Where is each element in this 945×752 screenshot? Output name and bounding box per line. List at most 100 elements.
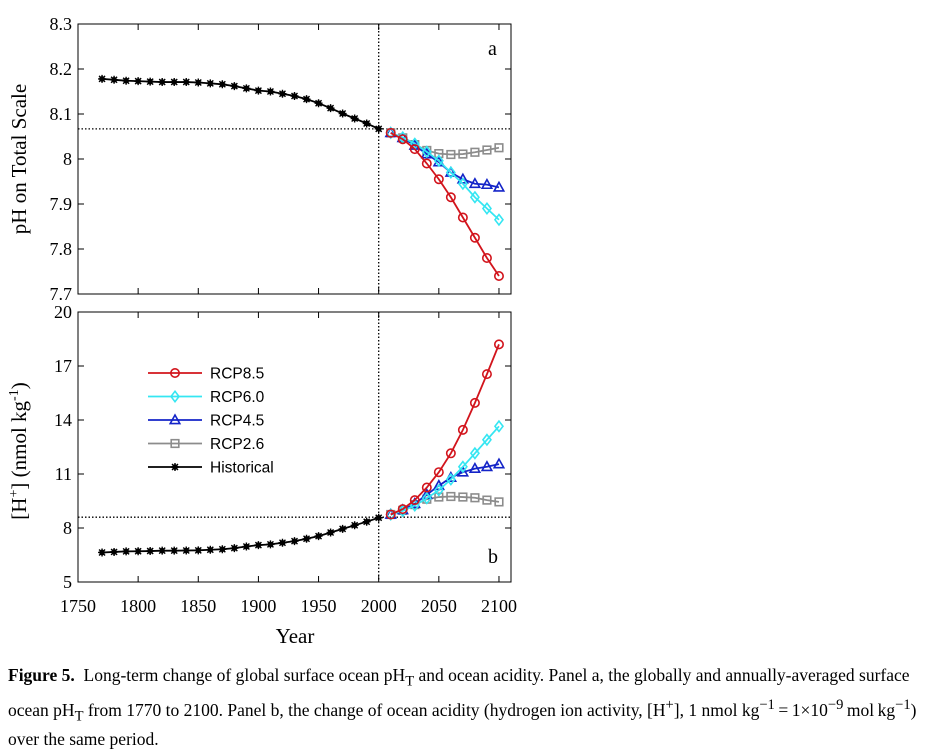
data-point-rcp6-0 [385, 126, 396, 140]
caption-text-1: Long-term change of global surface ocean… [83, 665, 406, 685]
data-point-rcp4-5 [492, 457, 506, 469]
legend: RCP8.5 RCP6.0 RCP4.5 RCP2.6 Historical [148, 366, 274, 477]
x-axis-label: Year [276, 624, 315, 648]
data-point-rcp6-0 [493, 213, 504, 227]
data-point-historical [266, 540, 275, 549]
data-point-rcp8-5 [421, 158, 432, 169]
data-point-rcp6-0 [481, 433, 492, 447]
x-tick-label: 1900 [240, 596, 276, 616]
data-point-rcp8-5 [409, 144, 420, 155]
y-tick-label: 20 [54, 302, 72, 322]
panel-a-y-label: pH on Total Scale [7, 84, 31, 234]
data-point-rcp8-5 [445, 448, 456, 459]
data-point-rcp4-5 [492, 180, 506, 192]
series-line-rcp6-0 [390, 132, 500, 221]
panel-a-letter: a [488, 38, 497, 60]
legend-label-rcp2-6: RCP2.6 [210, 436, 264, 453]
panel-a: 7.7 7.8 7.9 8 8.1 8.2 8.3 a pH on Total Scale [7, 14, 512, 304]
panel-a-reference-lines [78, 24, 511, 294]
data-point-historical [134, 77, 143, 86]
y-tick-label: 5 [63, 572, 72, 592]
data-point-rcp4-5 [444, 165, 458, 177]
data-point-historical [194, 546, 203, 555]
data-point-historical [290, 92, 299, 100]
panel-b-y-ticks: 5 8 11 14 17 20 [54, 302, 511, 592]
data-point-rcp6-0 [457, 460, 468, 474]
data-point-rcp6-0 [433, 483, 444, 497]
data-point-rcp8-5 [385, 127, 396, 138]
data-point-historical [314, 532, 323, 541]
data-point-rcp4-5 [456, 465, 470, 477]
data-point-historical [254, 86, 263, 95]
data-point-rcp8-5 [457, 424, 468, 435]
data-point-rcp2-6 [470, 147, 480, 157]
data-point-historical [206, 545, 215, 554]
legend-marker-rcp8-5 [170, 367, 181, 378]
y-tick-label: 14 [54, 410, 72, 430]
data-point-historical [182, 546, 191, 555]
data-point-historical [146, 547, 155, 556]
data-point-historical [170, 546, 179, 555]
legend-marker-historical [171, 463, 179, 471]
data-point-rcp2-6 [482, 145, 492, 155]
y-tick-label: 8.2 [50, 59, 73, 79]
panel-b-x-ticks: 1750 1800 1850 1900 1950 2000 2050 2100 [60, 312, 517, 616]
y-tick-label: 17 [54, 356, 72, 376]
panel-b-y-label: [H+] (nmol kg-1) [7, 382, 31, 519]
data-point-historical [242, 542, 251, 551]
data-point-historical [242, 84, 251, 93]
data-point-historical [326, 528, 335, 537]
data-point-rcp2-6 [446, 149, 456, 160]
x-tick-label: 1750 [60, 596, 96, 616]
data-point-rcp2-6 [458, 149, 468, 159]
legend-label-rcp4-5: RCP4.5 [210, 413, 264, 430]
data-point-historical [362, 517, 371, 526]
caption-sup-4: −1 [895, 696, 911, 713]
data-point-rcp8-5 [397, 134, 408, 145]
data-point-historical [218, 80, 227, 89]
data-point-historical [278, 89, 287, 98]
data-point-rcp8-5 [469, 397, 480, 408]
data-point-rcp6-0 [397, 504, 408, 518]
caption-label: Figure 5. [8, 665, 75, 685]
data-point-rcp6-0 [445, 472, 456, 486]
data-point-rcp6-0 [457, 177, 468, 191]
data-point-historical [350, 114, 359, 123]
data-point-rcp6-0 [433, 154, 444, 168]
data-point-historical [158, 78, 167, 87]
data-point-historical [314, 99, 323, 108]
legend-marker-rcp2-6 [170, 438, 180, 449]
data-point-rcp8-5 [385, 509, 396, 520]
data-point-historical [350, 521, 359, 530]
series-line-rcp6-0 [390, 425, 500, 516]
x-tick-label: 1950 [301, 596, 337, 616]
data-point-rcp8-5 [469, 232, 480, 243]
legend-marker-rcp4-5 [168, 413, 182, 425]
data-point-historical [374, 124, 383, 133]
caption-sup-3: −9 [827, 696, 844, 713]
data-point-rcp8-5 [433, 467, 444, 478]
data-point-historical [98, 74, 107, 83]
panel-a-y-ticks: 7.7 7.8 7.9 8 8.1 8.2 8.3 [50, 14, 511, 304]
data-point-historical [98, 548, 107, 557]
legend-label-historical: Historical [210, 460, 274, 477]
caption-sub-2: T [74, 707, 84, 724]
y-tick-label: 8.1 [50, 104, 73, 124]
data-point-rcp6-0 [445, 165, 456, 180]
x-tick-label: 2100 [481, 596, 517, 616]
data-point-rcp8-5 [493, 339, 504, 350]
data-point-historical [206, 79, 215, 88]
data-point-rcp8-5 [409, 495, 420, 506]
data-point-historical [278, 538, 287, 547]
panel-b-series [98, 339, 506, 557]
series-line-historical [102, 516, 379, 554]
data-point-rcp8-5 [493, 270, 504, 281]
series-line-rcp8-5 [390, 132, 500, 277]
data-point-historical [134, 547, 143, 556]
data-point-historical [302, 95, 311, 104]
data-point-historical [362, 119, 371, 128]
data-point-historical [266, 87, 275, 96]
data-point-historical [194, 78, 203, 87]
data-point-historical [122, 76, 131, 85]
data-point-historical [302, 534, 311, 543]
